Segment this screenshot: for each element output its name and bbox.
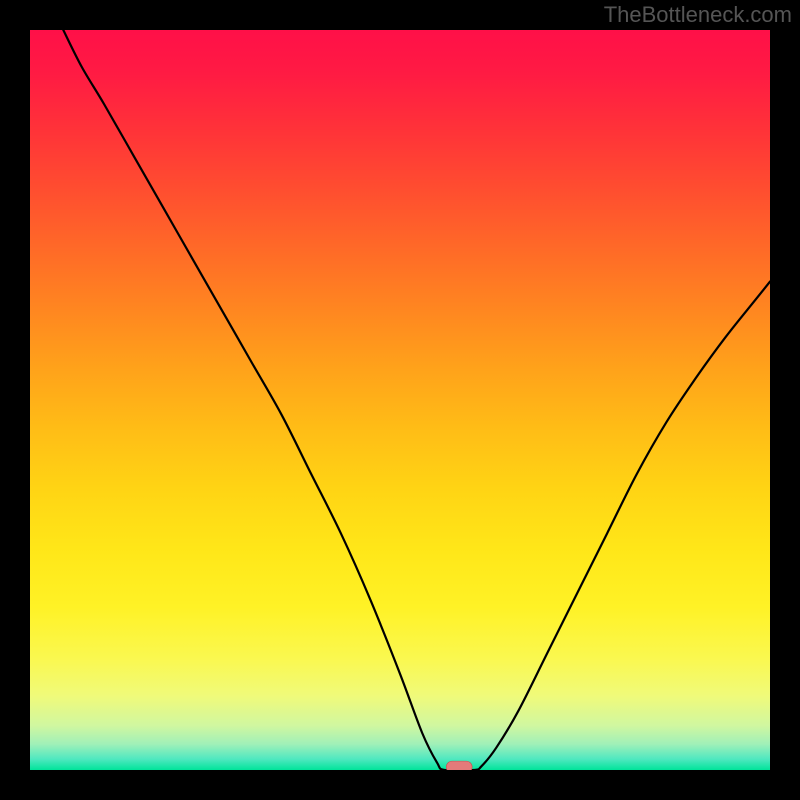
gradient-background [30,30,770,770]
bottleneck-chart [30,30,770,770]
optimum-marker [446,761,472,770]
watermark-text: TheBottleneck.com [604,2,792,28]
chart-svg [30,30,770,770]
